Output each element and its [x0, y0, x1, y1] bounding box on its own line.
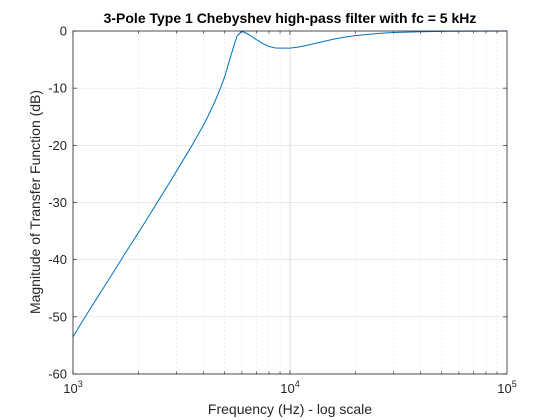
y-tick-label: -40	[48, 252, 67, 267]
x-tick-label: 105	[497, 379, 516, 396]
y-tick-label: -50	[48, 309, 67, 324]
x-tick-exponent: 4	[295, 379, 300, 389]
chart-title: 3-Pole Type 1 Chebyshev high-pass filter…	[104, 10, 477, 26]
y-tick-label: -10	[48, 81, 67, 96]
x-tick-exponent: 5	[512, 379, 517, 389]
x-tick-base: 10	[63, 381, 77, 396]
x-axis-label: Frequency (Hz) - log scale	[208, 401, 372, 417]
y-tick-label: -20	[48, 138, 67, 153]
x-tick-base: 10	[280, 381, 294, 396]
y-tick-label: 0	[60, 24, 67, 39]
series-line	[72, 30, 508, 338]
plot-line-group	[72, 30, 508, 338]
y-axis-label: Magnitude of Transfer Function (dB)	[27, 90, 43, 314]
y-tick-label: -30	[48, 195, 67, 210]
x-tick-label: 104	[280, 379, 299, 396]
x-tick-label: 103	[63, 379, 82, 396]
y-tick-label: -60	[48, 367, 67, 382]
ticks	[72, 30, 507, 375]
x-tick-exponent: 3	[78, 379, 83, 389]
x-tick-base: 10	[497, 381, 511, 396]
